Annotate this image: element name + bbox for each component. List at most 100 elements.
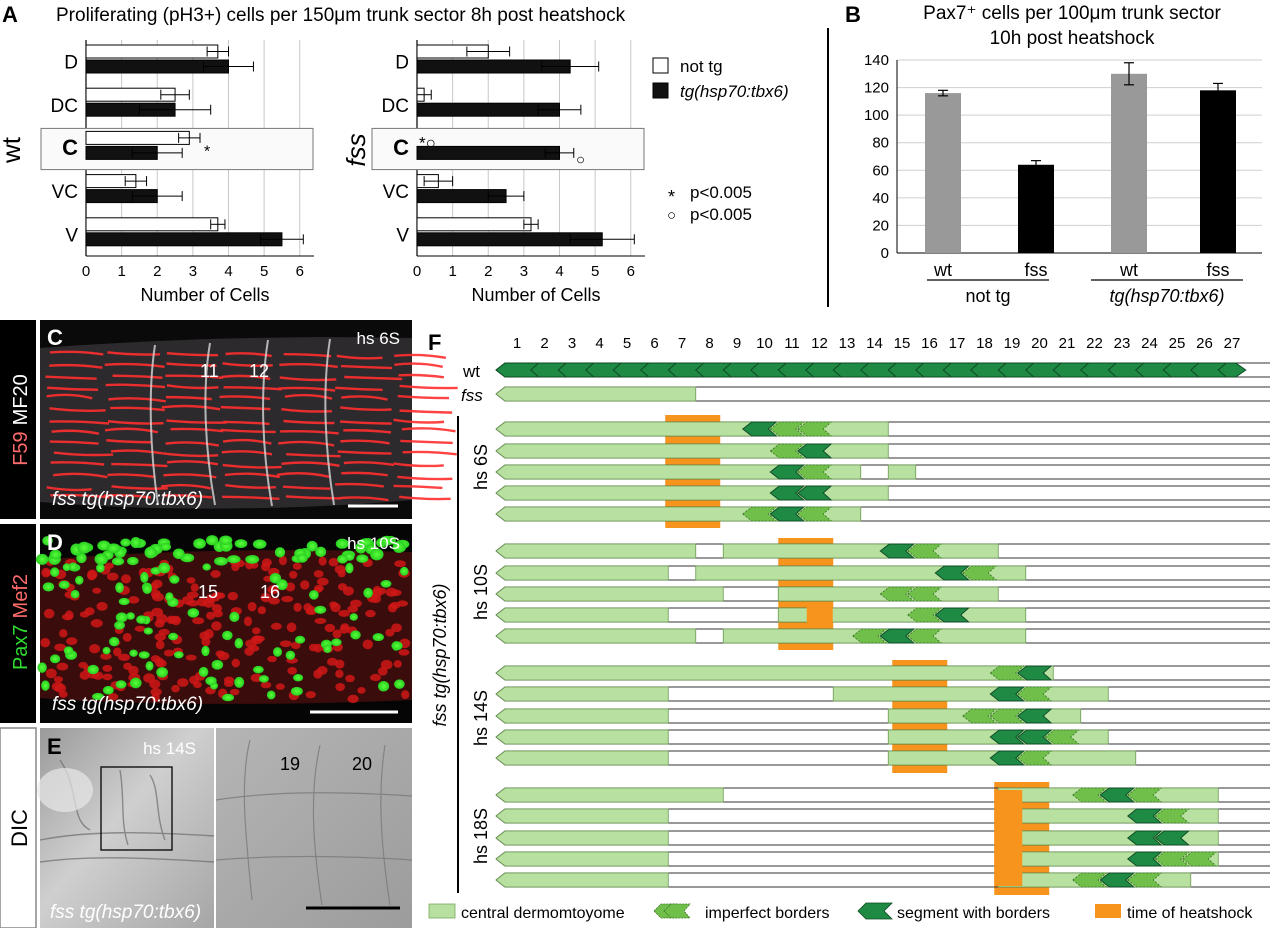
pax7-nucleus (160, 542, 172, 551)
segment-with-borders (879, 628, 915, 644)
category-label: DC (382, 96, 409, 117)
group-label-hs14: hs 14S (471, 690, 491, 746)
segment-with-borders (934, 607, 970, 623)
mef2-nucleus (287, 666, 297, 675)
mef2-nucleus (202, 598, 215, 608)
imperfect-border (1182, 851, 1218, 867)
pax7-nucleus (356, 554, 369, 563)
fiber (45, 375, 97, 380)
fiber (107, 473, 156, 479)
fiber (284, 393, 333, 400)
segment-with-borders (1017, 729, 1053, 745)
y-tick-label: 80 (872, 135, 889, 152)
pax7-nucleus (140, 571, 149, 583)
chart-b: 0 20 40 60 80 100 120 140 wt fss wt fss (864, 52, 1262, 280)
wt-segment-border (777, 362, 787, 378)
column-number: 20 (1031, 335, 1048, 352)
fiber (393, 484, 443, 490)
segment-with-borders (797, 485, 833, 501)
mef2-nucleus (327, 657, 338, 666)
mef2-nucleus (260, 681, 272, 689)
legend-label-imperfect: imperfect borders (705, 905, 830, 922)
pax7-nucleus (193, 538, 206, 549)
fiber (49, 363, 103, 369)
mef2-nucleus (347, 605, 359, 613)
mef2-nucleus (206, 611, 216, 620)
pax7-nucleus (370, 548, 384, 561)
fiber (222, 438, 272, 445)
mef2-nucleus (118, 653, 131, 662)
segment-with-borders (797, 443, 833, 459)
mef2-nucleus (79, 611, 90, 618)
central-dermomyotome (887, 464, 917, 480)
pax7-nucleus (136, 615, 147, 624)
imperfect-border (1127, 787, 1163, 803)
y-tick-label: 100 (864, 107, 889, 124)
somite-label-15: 15 (198, 582, 218, 602)
segment-with-borders (1127, 830, 1163, 846)
fiber (286, 452, 341, 458)
pax7-nucleus (308, 590, 319, 600)
fiber (393, 418, 445, 424)
zoom-box (100, 766, 173, 851)
mef2-nucleus (372, 585, 382, 596)
legend-swatch-not-tg (652, 57, 669, 74)
central-dermomyotome (495, 464, 862, 480)
pax7-nucleus (172, 548, 185, 560)
fiber (166, 384, 219, 390)
mef2-nucleus (257, 606, 267, 615)
fiber (108, 397, 167, 403)
category-label: fss (1206, 260, 1229, 280)
column-number: 4 (595, 335, 603, 352)
fiber (170, 427, 224, 433)
panel-e-side-box (0, 727, 37, 928)
mef2-nucleus (365, 609, 376, 618)
mef2-nucleus (107, 572, 119, 581)
bar-tg (85, 232, 283, 247)
panel-e: DIC E hs 14S 19 20 fss tg(hsp70:tbx6) (0, 727, 413, 928)
pax7-nucleus (222, 630, 233, 641)
mef2-nucleus (280, 640, 292, 648)
pax7-nucleus (75, 575, 84, 585)
imperfect-border (989, 665, 1025, 681)
panel-c-side-bar (0, 320, 36, 519)
mef2-nucleus (337, 583, 348, 591)
fiber (276, 472, 330, 479)
bar-not-tg (85, 44, 219, 59)
imperfect-border (907, 586, 943, 602)
mef2-nucleus (247, 602, 257, 612)
mef2-nucleus (268, 597, 280, 605)
pax7-nucleus (145, 661, 154, 671)
x-tick-label: 0 (82, 263, 90, 280)
x-tick-label: 3 (520, 263, 528, 280)
panel-d-caption: fss tg(hsp70:tbx6) (52, 694, 203, 715)
mef2-nucleus (90, 619, 103, 628)
fiber (165, 441, 220, 447)
mef2-nucleus (288, 570, 298, 579)
wt-segment-border (969, 362, 980, 378)
legend-label-segment: segment with borders (897, 905, 1050, 922)
column-number: 27 (1224, 335, 1241, 352)
mef2-nucleus (41, 567, 51, 578)
panel-label-a: A (2, 2, 18, 27)
mef2-nucleus (229, 688, 240, 696)
central-dermomyotome (495, 787, 724, 803)
imperfect-border (797, 464, 833, 480)
pax7-nucleus (345, 562, 354, 574)
segment-with-borders (1127, 808, 1163, 824)
imperfect-border (907, 628, 943, 644)
legend-swatch-central (428, 903, 456, 919)
column-number: 23 (1114, 335, 1131, 352)
fiber (104, 362, 165, 368)
fiber (163, 473, 217, 479)
mef2-nucleus (154, 657, 165, 668)
fiber (397, 394, 450, 400)
mef2-nucleus (40, 638, 51, 648)
legend-swatch-imperfect-2 (663, 903, 691, 919)
fiber (166, 419, 227, 424)
pax7-nucleus (315, 546, 327, 558)
mef2-nucleus (156, 613, 168, 624)
pax7-nucleus (42, 536, 53, 546)
pax7-nucleus (266, 690, 276, 700)
panel-a: A Proliferating (pH3+) cells per 150μm t… (0, 2, 789, 305)
